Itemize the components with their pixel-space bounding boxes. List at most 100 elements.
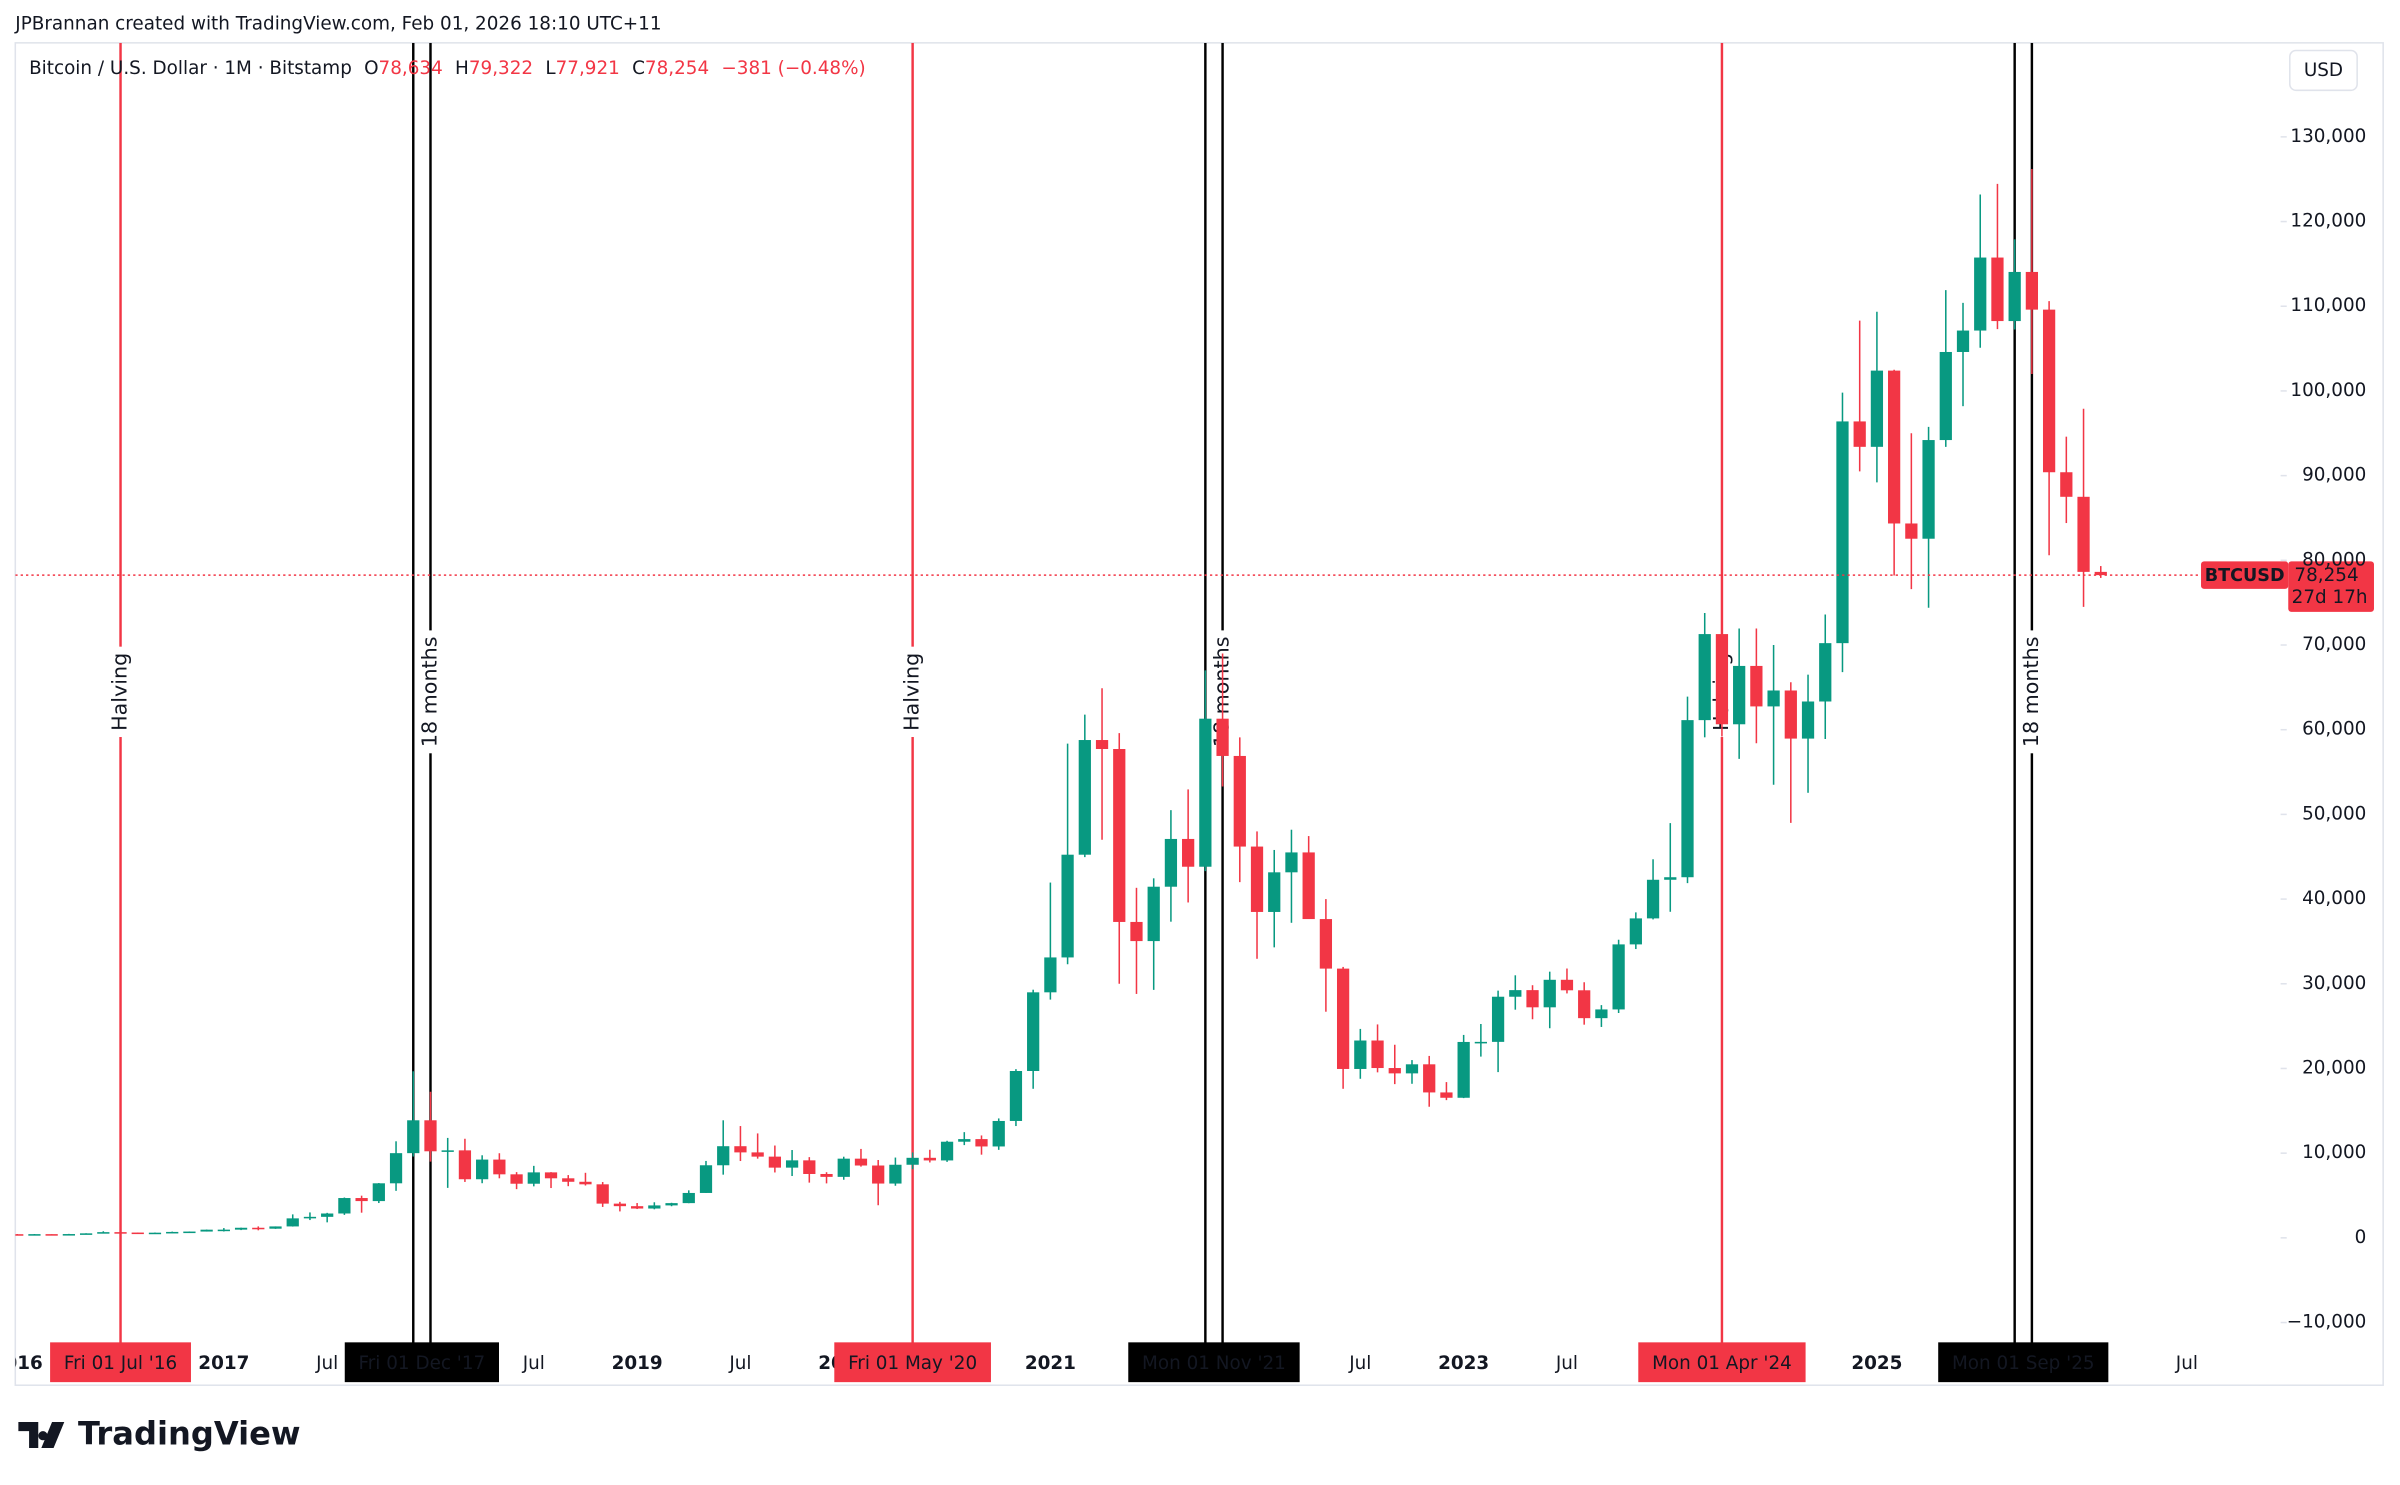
candle-body xyxy=(407,1120,420,1154)
date-label-box xyxy=(50,1342,191,1383)
line-note: 18 months xyxy=(2018,630,2043,754)
candle-body xyxy=(1750,665,1763,707)
candle-body xyxy=(1354,1040,1367,1069)
candle-body xyxy=(15,1234,24,1236)
candle-body xyxy=(854,1158,868,1166)
candle-body xyxy=(717,1146,730,1166)
candle-body xyxy=(1578,990,1591,1019)
price-tag: 78,254 xyxy=(2294,565,2358,586)
candle-body xyxy=(1733,665,1746,725)
candle-body xyxy=(372,1183,385,1202)
y-tick-label: 10,000 xyxy=(2302,1142,2366,1163)
note-background xyxy=(899,646,924,738)
x-tick-label: 2021 xyxy=(1025,1353,1076,1374)
brand-logo: TradingView xyxy=(18,1415,301,1453)
note-background xyxy=(417,630,442,754)
y-tick-label: 40,000 xyxy=(2302,888,2366,909)
candle-body xyxy=(975,1139,988,1147)
candle-body xyxy=(1061,854,1074,958)
candle-body xyxy=(648,1205,661,1209)
candle-body xyxy=(1233,755,1246,847)
x-tick-label: Jul xyxy=(522,1353,545,1374)
candle-body xyxy=(562,1178,575,1182)
legend-key: O xyxy=(364,58,378,79)
note-text: Halving xyxy=(900,653,924,731)
note-text: 18 months xyxy=(417,637,441,748)
candle-body xyxy=(493,1159,506,1175)
date-label: Fri 01 Dec '17 xyxy=(359,1353,486,1374)
candle-body xyxy=(1044,957,1057,993)
date-label-box xyxy=(1128,1342,1300,1383)
x-tick-label: 2016 xyxy=(0,1353,43,1374)
candle-body xyxy=(1474,1041,1487,1044)
candle-body xyxy=(544,1172,558,1179)
candle-body xyxy=(1095,740,1109,750)
candle-body xyxy=(820,1173,833,1177)
y-tick-label: 0 xyxy=(2355,1227,2367,1248)
legend-key: C xyxy=(632,58,645,79)
candle-body xyxy=(1182,838,1195,867)
legend: Bitcoin / U.S. Dollar · 1M · Bitstamp O78… xyxy=(29,58,866,79)
candle-body xyxy=(2077,496,2090,572)
candle-body xyxy=(1405,1064,1419,1074)
brand-name: TradingView xyxy=(78,1415,301,1453)
legend-key: L xyxy=(545,58,556,79)
candle-body xyxy=(510,1174,523,1184)
x-tick-label: 2025 xyxy=(1851,1353,1902,1374)
candle-body xyxy=(958,1139,971,1142)
candle-body xyxy=(1870,370,1884,447)
candle-body xyxy=(1991,257,2004,322)
date-label-box xyxy=(834,1342,991,1383)
candle-body xyxy=(458,1150,472,1180)
candle-body xyxy=(596,1184,609,1204)
candle-body xyxy=(785,1160,799,1168)
candle-body xyxy=(2042,309,2056,473)
y-tick-label: 100,000 xyxy=(2290,380,2366,401)
candle-body xyxy=(217,1229,230,1232)
date-label: Fri 01 May '20 xyxy=(848,1353,977,1374)
y-tick-label: 90,000 xyxy=(2302,465,2366,486)
candle-body xyxy=(1526,990,1539,1008)
candle-body xyxy=(889,1164,902,1184)
candle-body xyxy=(1681,720,1694,878)
x-tick-label: Jul xyxy=(728,1353,751,1374)
candle-body xyxy=(1819,643,1832,702)
date-label: Mon 01 Apr '24 xyxy=(1652,1353,1792,1374)
candle-body xyxy=(45,1234,58,1236)
candle-body xyxy=(527,1172,540,1184)
x-tick-label: 2023 xyxy=(1438,1353,1489,1374)
candle-body xyxy=(1698,634,1711,721)
currency-box[interactable] xyxy=(2289,49,2358,92)
x-tick-label: 2017 xyxy=(198,1353,249,1374)
candle-body xyxy=(1147,886,1160,942)
candle-body xyxy=(1974,257,1987,331)
y-tick-label: 20,000 xyxy=(2302,1057,2366,1078)
candle-body xyxy=(97,1232,110,1234)
currency[interactable]: USD xyxy=(2304,60,2343,81)
note-text: 18 months xyxy=(2019,637,2043,748)
candle-body xyxy=(1440,1092,1453,1098)
date-label-box xyxy=(1938,1342,2109,1383)
candle-body xyxy=(2025,271,2039,310)
candle-body xyxy=(269,1226,282,1229)
candle-body xyxy=(1027,992,1040,1072)
line-note: Halving xyxy=(899,646,924,738)
candle-body xyxy=(183,1231,196,1234)
candle-body xyxy=(389,1153,403,1184)
candle-body xyxy=(114,1232,127,1234)
x-tick-label: Jul xyxy=(1348,1353,1371,1374)
candle-body xyxy=(613,1203,627,1207)
legend-value: 79,322 xyxy=(469,58,533,79)
note-text: Halving xyxy=(108,653,132,731)
candle-body xyxy=(62,1234,76,1236)
candle-body xyxy=(2094,571,2107,576)
y-tick-label: 70,000 xyxy=(2302,634,2366,655)
candle-body xyxy=(630,1206,644,1209)
logo-icon xyxy=(18,1421,65,1448)
price-tag-box xyxy=(2288,561,2374,612)
candle-body xyxy=(837,1158,850,1177)
y-tick-label: 110,000 xyxy=(2290,295,2366,316)
candle-body xyxy=(768,1156,781,1168)
x-tick-label: Jul xyxy=(1555,1353,1578,1374)
legend-key: H xyxy=(455,58,469,79)
